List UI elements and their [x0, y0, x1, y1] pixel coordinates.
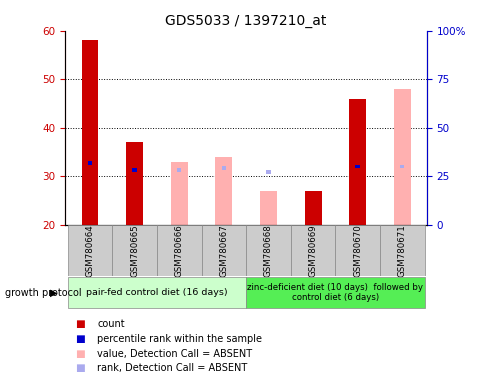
Text: rank, Detection Call = ABSENT: rank, Detection Call = ABSENT	[97, 363, 247, 373]
Bar	[266, 170, 270, 174]
Bar	[348, 99, 365, 225]
Text: ■: ■	[75, 319, 85, 329]
Text: GSM780667: GSM780667	[219, 224, 228, 277]
Bar	[132, 169, 136, 172]
Text: value, Detection Call = ABSENT: value, Detection Call = ABSENT	[97, 349, 252, 359]
Text: GSM780670: GSM780670	[352, 224, 362, 277]
Bar	[68, 277, 245, 308]
Bar	[201, 225, 245, 276]
Bar	[334, 225, 379, 276]
Bar	[126, 142, 143, 225]
Bar	[88, 161, 92, 164]
Bar	[215, 157, 232, 225]
Text: GSM780665: GSM780665	[130, 224, 139, 277]
Text: GSM780671: GSM780671	[397, 224, 406, 277]
Text: ▶: ▶	[49, 288, 57, 298]
Bar	[68, 225, 112, 276]
Text: ■: ■	[75, 349, 85, 359]
Text: percentile rank within the sample: percentile rank within the sample	[97, 334, 261, 344]
Bar	[170, 162, 187, 225]
Text: count: count	[97, 319, 124, 329]
Text: GSM780669: GSM780669	[308, 224, 317, 277]
Text: pair-fed control diet (16 days): pair-fed control diet (16 days)	[86, 288, 227, 297]
Bar	[245, 277, 424, 308]
Bar	[112, 225, 157, 276]
Text: ■: ■	[75, 363, 85, 373]
Bar	[259, 191, 276, 225]
Text: GSM780664: GSM780664	[85, 224, 94, 277]
Bar	[290, 225, 334, 276]
Bar	[81, 40, 98, 225]
Text: ■: ■	[75, 334, 85, 344]
Title: GDS5033 / 1397210_at: GDS5033 / 1397210_at	[165, 14, 326, 28]
Text: GSM780668: GSM780668	[263, 224, 272, 277]
Text: GSM780666: GSM780666	[174, 224, 183, 277]
Bar	[399, 164, 404, 169]
Bar	[177, 169, 181, 172]
Text: zinc-deficient diet (10 days)  followed by
control diet (6 days): zinc-deficient diet (10 days) followed b…	[247, 283, 423, 303]
Bar	[355, 164, 359, 169]
Bar	[304, 191, 321, 225]
Text: growth protocol: growth protocol	[5, 288, 81, 298]
Bar	[221, 167, 226, 170]
Bar	[379, 225, 424, 276]
Bar	[245, 225, 290, 276]
Bar	[157, 225, 201, 276]
Bar	[393, 89, 410, 225]
